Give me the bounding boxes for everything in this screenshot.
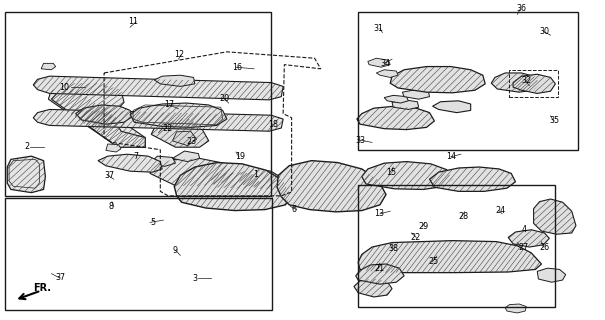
Polygon shape <box>277 161 386 212</box>
Text: 17: 17 <box>165 100 175 109</box>
Polygon shape <box>433 101 471 113</box>
Polygon shape <box>505 304 526 313</box>
Polygon shape <box>357 106 434 130</box>
Polygon shape <box>151 118 209 147</box>
Polygon shape <box>392 100 419 109</box>
Text: 23: 23 <box>186 137 197 146</box>
Polygon shape <box>390 67 485 93</box>
Polygon shape <box>362 162 453 189</box>
Text: 28: 28 <box>459 212 469 221</box>
Text: 6: 6 <box>292 205 296 214</box>
Text: 4: 4 <box>522 225 526 234</box>
Polygon shape <box>239 169 281 189</box>
Polygon shape <box>376 70 398 77</box>
Polygon shape <box>402 90 430 99</box>
Polygon shape <box>356 264 404 284</box>
Bar <box>358 12 578 150</box>
Polygon shape <box>150 158 233 186</box>
Polygon shape <box>172 131 197 146</box>
Text: 35: 35 <box>549 116 560 125</box>
Polygon shape <box>7 156 45 193</box>
Polygon shape <box>33 109 283 131</box>
Polygon shape <box>491 73 540 92</box>
Polygon shape <box>174 163 290 211</box>
Text: 11: 11 <box>128 17 139 26</box>
Text: 36: 36 <box>516 4 526 13</box>
Text: 14: 14 <box>446 152 457 161</box>
Text: 22: 22 <box>410 233 420 242</box>
Polygon shape <box>534 199 576 234</box>
Text: 1: 1 <box>253 170 258 179</box>
Polygon shape <box>188 173 209 183</box>
Text: 3: 3 <box>192 274 197 283</box>
Polygon shape <box>358 241 541 273</box>
Text: 25: 25 <box>428 257 439 266</box>
Polygon shape <box>430 167 515 191</box>
Text: 10: 10 <box>59 83 70 92</box>
Text: 34: 34 <box>380 59 390 68</box>
Text: 19: 19 <box>235 152 245 161</box>
Polygon shape <box>508 230 549 247</box>
Text: 2: 2 <box>24 142 29 151</box>
Polygon shape <box>354 278 392 297</box>
Polygon shape <box>98 154 162 172</box>
Text: 22: 22 <box>162 124 172 133</box>
Text: 32: 32 <box>522 76 532 85</box>
Polygon shape <box>513 74 555 93</box>
Polygon shape <box>154 75 195 86</box>
Text: 37: 37 <box>56 273 66 282</box>
Text: 20: 20 <box>219 94 229 103</box>
Text: 33: 33 <box>356 136 366 145</box>
Text: 30: 30 <box>540 27 550 36</box>
Text: 29: 29 <box>419 222 429 231</box>
Polygon shape <box>106 144 121 152</box>
Text: 18: 18 <box>269 120 279 129</box>
Text: 9: 9 <box>172 246 177 255</box>
Polygon shape <box>41 63 56 70</box>
Polygon shape <box>130 103 227 127</box>
Text: 7: 7 <box>133 152 138 161</box>
Polygon shape <box>51 83 145 147</box>
Text: 37: 37 <box>105 171 115 180</box>
Text: 16: 16 <box>232 63 243 72</box>
Text: 31: 31 <box>374 24 384 33</box>
Polygon shape <box>384 95 408 103</box>
Text: 38: 38 <box>388 244 399 253</box>
Text: 5: 5 <box>150 218 155 227</box>
Polygon shape <box>537 268 566 282</box>
Bar <box>5 12 271 196</box>
Bar <box>358 185 555 307</box>
Polygon shape <box>211 172 259 189</box>
Polygon shape <box>368 58 390 67</box>
Text: 15: 15 <box>386 168 396 177</box>
Bar <box>5 198 272 310</box>
Text: 8: 8 <box>109 202 114 211</box>
Polygon shape <box>48 90 145 147</box>
Text: 21: 21 <box>374 264 384 273</box>
Polygon shape <box>76 105 132 124</box>
Text: FR.: FR. <box>33 283 51 293</box>
Polygon shape <box>33 76 283 100</box>
Polygon shape <box>150 156 175 166</box>
Text: 26: 26 <box>540 243 550 252</box>
Text: 13: 13 <box>374 209 384 218</box>
Polygon shape <box>215 164 242 176</box>
Text: 12: 12 <box>174 50 185 59</box>
Polygon shape <box>172 151 200 162</box>
Text: 27: 27 <box>518 243 529 252</box>
Text: 24: 24 <box>495 206 505 215</box>
